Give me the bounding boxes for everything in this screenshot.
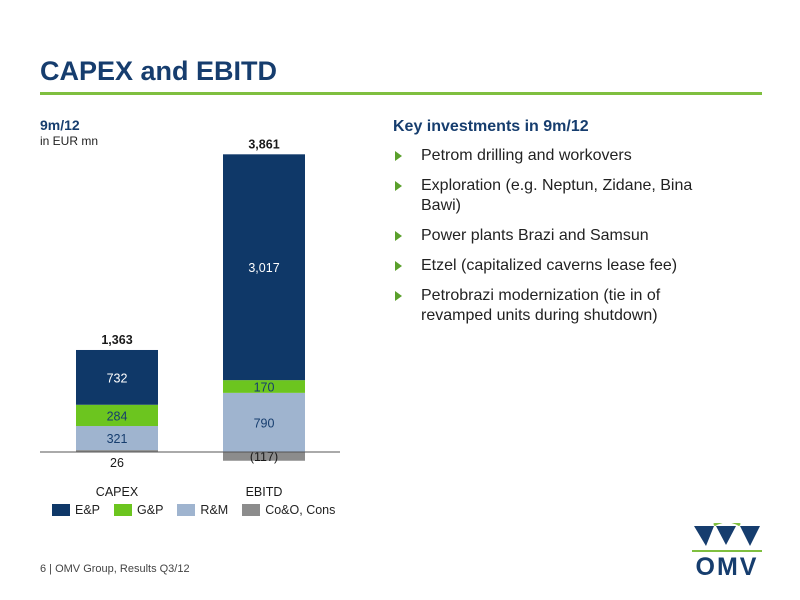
key-investment-item: Petrom drilling and workovers (393, 146, 723, 166)
legend-label: E&P (75, 503, 101, 517)
data-label: 790 (254, 416, 275, 430)
chart-legend: E&P G&P R&M Co&O, Cons (52, 503, 335, 517)
legend-item: R&M (177, 503, 228, 517)
chart-header: 9m/12 in EUR mn (40, 117, 98, 148)
key-investment-text: Etzel (capitalized caverns lease fee) (421, 257, 678, 274)
logo-wordmark: OMV (695, 553, 759, 581)
legend-label: R&M (200, 503, 229, 517)
category-label: EBITD (246, 485, 283, 499)
data-label: 26 (110, 456, 124, 470)
key-investments-list: Petrom drilling and workovers Exploration… (393, 146, 723, 336)
bar-segment (76, 426, 158, 451)
total-label: 3,861 (248, 137, 279, 151)
key-investment-text: Power plants Brazi and Samsun (421, 227, 649, 244)
total-label: 1,363 (101, 333, 132, 347)
data-label: 170 (254, 381, 275, 395)
key-investment-item: Power plants Brazi and Samsun (393, 226, 723, 246)
bar-segment (76, 404, 158, 427)
data-label: 321 (107, 432, 128, 446)
data-label: 732 (107, 371, 128, 385)
bullet-triangle-icon (395, 181, 402, 191)
key-investment-text: Petrom drilling and workovers (421, 147, 632, 164)
legend-item: Co&O, Cons (242, 503, 335, 517)
data-label: 3,017 (248, 261, 279, 275)
bar-segment (223, 380, 305, 393)
bar-segment (223, 154, 305, 381)
key-investment-item: Petrobrazi modernization (tie in of reva… (393, 286, 723, 326)
key-investment-item: Exploration (e.g. Neptun, Zidane, Bina B… (393, 176, 723, 216)
bar-segment (76, 349, 158, 405)
legend-item: G&P (114, 503, 163, 517)
logo-mark-icon (694, 523, 760, 546)
legend-item: E&P (52, 503, 100, 517)
category-label: CAPEX (96, 485, 139, 499)
key-investment-text: Petrobrazi modernization (tie in of reva… (421, 287, 661, 324)
legend-label: Co&O, Cons (265, 503, 336, 517)
chart-period: 9m/12 (40, 117, 80, 133)
omv-logo: OMV (692, 523, 762, 581)
legend-swatch (52, 504, 70, 516)
key-investment-text: Exploration (e.g. Neptun, Zidane, Bina B… (421, 177, 693, 214)
legend-label: G&P (137, 503, 164, 517)
logo-divider (692, 550, 762, 552)
bullet-triangle-icon (395, 231, 402, 241)
legend-swatch (114, 504, 133, 516)
key-investment-item: Etzel (capitalized caverns lease fee) (393, 256, 723, 276)
data-label: (117) (250, 450, 278, 464)
footer: 6 | OMV Group, Results Q3/12 (40, 563, 190, 575)
legend-swatch (242, 504, 261, 516)
legend-swatch (177, 504, 196, 516)
key-investments-heading: Key investments in 9m/12 (393, 118, 589, 135)
page-title: CAPEX and EBITD (40, 56, 278, 86)
bar-segment (223, 392, 305, 452)
bar-segment (76, 450, 158, 452)
title-divider (40, 92, 762, 95)
data-label: 284 (107, 409, 128, 423)
bullet-triangle-icon (395, 261, 402, 271)
chart-unit: in EUR mn (40, 134, 99, 148)
bullet-triangle-icon (395, 291, 402, 301)
bar-segment (223, 452, 305, 461)
bullet-triangle-icon (395, 151, 402, 161)
